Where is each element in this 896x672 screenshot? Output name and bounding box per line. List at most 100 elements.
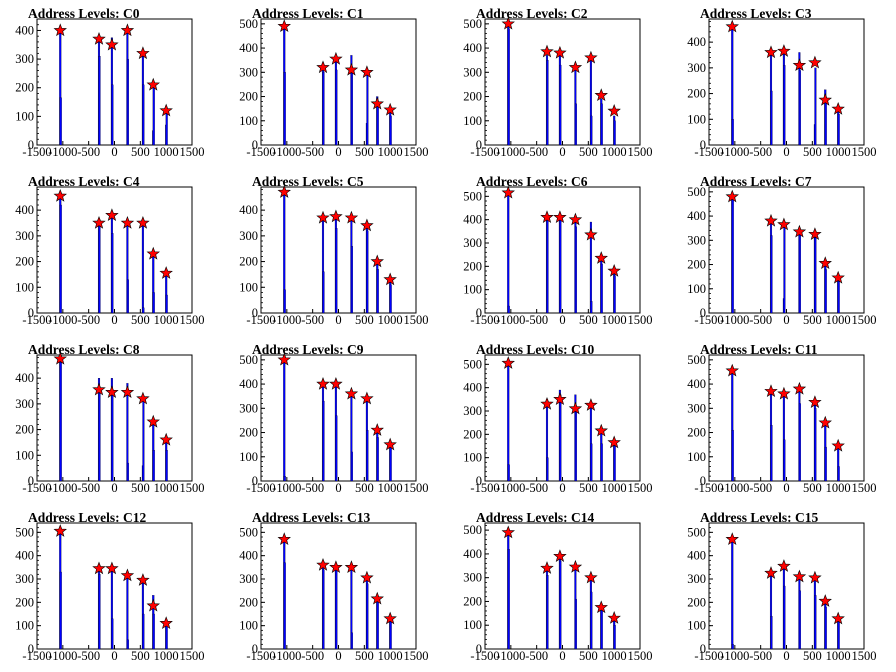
x-tick-label: -1000 xyxy=(48,313,77,327)
y-tick-label: 500 xyxy=(239,525,258,539)
chart-panel: Address Levels: C2 0 100 200 300 400 500 -1500-… xyxy=(448,0,672,168)
x-tick-label: 1000 xyxy=(378,649,403,663)
x-tick-label: -1500 xyxy=(470,481,499,495)
y-tick-label: 100 xyxy=(687,112,706,126)
peak-star-marker xyxy=(316,557,330,571)
histogram-bar xyxy=(322,569,325,650)
y-tick-label: 300 xyxy=(687,61,706,75)
x-tick-label: -1500 xyxy=(246,649,275,663)
chart-title: Address Levels: C14 xyxy=(476,510,595,525)
peak-star-marker xyxy=(568,559,583,573)
y-tick-label: 300 xyxy=(463,65,482,79)
histogram-bar xyxy=(546,60,549,146)
histogram-bar xyxy=(507,28,510,146)
y-tick-label: 400 xyxy=(687,209,706,223)
chart-panel: Address Levels: C5 0 100 200 300 400 -1500 -100… xyxy=(224,168,448,336)
x-tick-label: 1500 xyxy=(404,649,429,663)
y-tick-label: 300 xyxy=(239,401,258,415)
histogram-bar xyxy=(389,115,392,146)
y-tick-label: 500 xyxy=(687,185,706,199)
peak-star-marker xyxy=(383,611,397,625)
histogram-bar xyxy=(111,233,114,314)
peak-star-marker xyxy=(344,210,359,224)
peak-star-marker xyxy=(764,45,778,59)
histogram-bar xyxy=(98,393,101,482)
x-tick-label: 1500 xyxy=(404,313,429,327)
histogram-bar xyxy=(814,67,817,146)
x-tick-label: -1000 xyxy=(496,649,525,663)
histogram-bar xyxy=(152,292,155,314)
peak-star-marker xyxy=(764,213,778,227)
y-tick-label: 0 xyxy=(28,474,34,488)
y-tick-label: 0 xyxy=(252,306,258,320)
y-tick-label: 400 xyxy=(239,377,258,391)
peak-star-marker xyxy=(316,377,330,390)
histogram-bar xyxy=(335,569,338,650)
x-tick-label: -1000 xyxy=(720,649,749,663)
peak-star-marker xyxy=(53,188,67,202)
peak-star-marker xyxy=(146,246,160,260)
peak-star-marker xyxy=(105,37,119,51)
histogram-plot: 0 100 200 300 400 500 -1500-1000 -500 0 500 1000 15… xyxy=(239,352,429,495)
histogram-bar xyxy=(59,571,62,650)
histogram-bar xyxy=(783,585,786,650)
chart-title: Address Levels: C6 xyxy=(476,174,588,189)
chart-title: Address Levels: C10 xyxy=(476,342,595,357)
peak-star-marker xyxy=(818,92,832,106)
histogram-bar xyxy=(814,237,817,314)
peak-star-marker xyxy=(725,189,739,203)
histogram-bar xyxy=(98,56,101,146)
histogram-plot: 0 100 200 300 400 -1500-1000 -500 0 500 1000 1500 xyxy=(15,351,205,495)
x-tick-label: -1000 xyxy=(720,145,749,159)
x-tick-label: 0 xyxy=(783,313,789,327)
histogram-bar xyxy=(770,235,773,314)
histogram-bar xyxy=(59,204,62,314)
x-tick-label: 0 xyxy=(111,481,117,495)
y-tick-label: 200 xyxy=(15,423,34,437)
peak-star-marker xyxy=(540,210,554,224)
peak-star-marker xyxy=(370,254,384,268)
peak-star-marker xyxy=(764,566,778,579)
peak-star-marker xyxy=(568,60,583,74)
y-tick-label: 200 xyxy=(239,595,258,609)
peak-star-marker xyxy=(92,561,106,575)
x-tick-label: 500 xyxy=(579,313,598,327)
x-tick-label: 0 xyxy=(783,649,789,663)
y-tick-label: 300 xyxy=(15,52,34,66)
chart-panel: Address Levels: C3 0 100 200 300 400 -1500 -100… xyxy=(672,0,896,168)
peak-star-marker xyxy=(360,65,374,79)
peak-star-marker xyxy=(92,215,106,229)
x-tick-label: -1000 xyxy=(496,313,525,327)
x-tick-label: 500 xyxy=(579,145,598,159)
y-tick-label: 400 xyxy=(15,371,34,385)
x-tick-label: -1000 xyxy=(48,649,77,663)
y-tick-label: 300 xyxy=(687,572,706,586)
x-tick-label: 500 xyxy=(131,313,150,327)
x-tick-label: 1000 xyxy=(826,313,851,327)
y-tick-label: 0 xyxy=(700,306,706,320)
peak-star-marker xyxy=(105,561,119,575)
histogram-bar xyxy=(824,269,827,314)
histogram-bar xyxy=(814,595,817,650)
y-tick-label: 100 xyxy=(239,280,258,294)
peak-star-marker xyxy=(92,382,106,396)
peak-star-marker xyxy=(818,256,832,270)
chart-title: Address Levels: C11 xyxy=(700,342,818,357)
peak-star-marker xyxy=(159,616,173,630)
histogram-bar xyxy=(141,225,144,314)
histogram-bar xyxy=(600,608,603,650)
x-tick-label: 500 xyxy=(579,481,598,495)
histogram-bar xyxy=(574,103,577,146)
y-tick-label: 0 xyxy=(252,138,258,152)
x-tick-label: 1000 xyxy=(826,649,851,663)
peak-star-marker xyxy=(725,532,739,546)
peak-star-marker xyxy=(120,385,135,398)
y-tick-label: 100 xyxy=(463,451,482,465)
y-tick-label: 0 xyxy=(28,642,34,656)
peak-star-marker xyxy=(725,363,739,377)
x-tick-label: 1500 xyxy=(852,313,877,327)
peak-star-marker xyxy=(607,263,621,277)
peak-star-marker xyxy=(792,224,807,238)
histogram-bar xyxy=(814,408,817,482)
